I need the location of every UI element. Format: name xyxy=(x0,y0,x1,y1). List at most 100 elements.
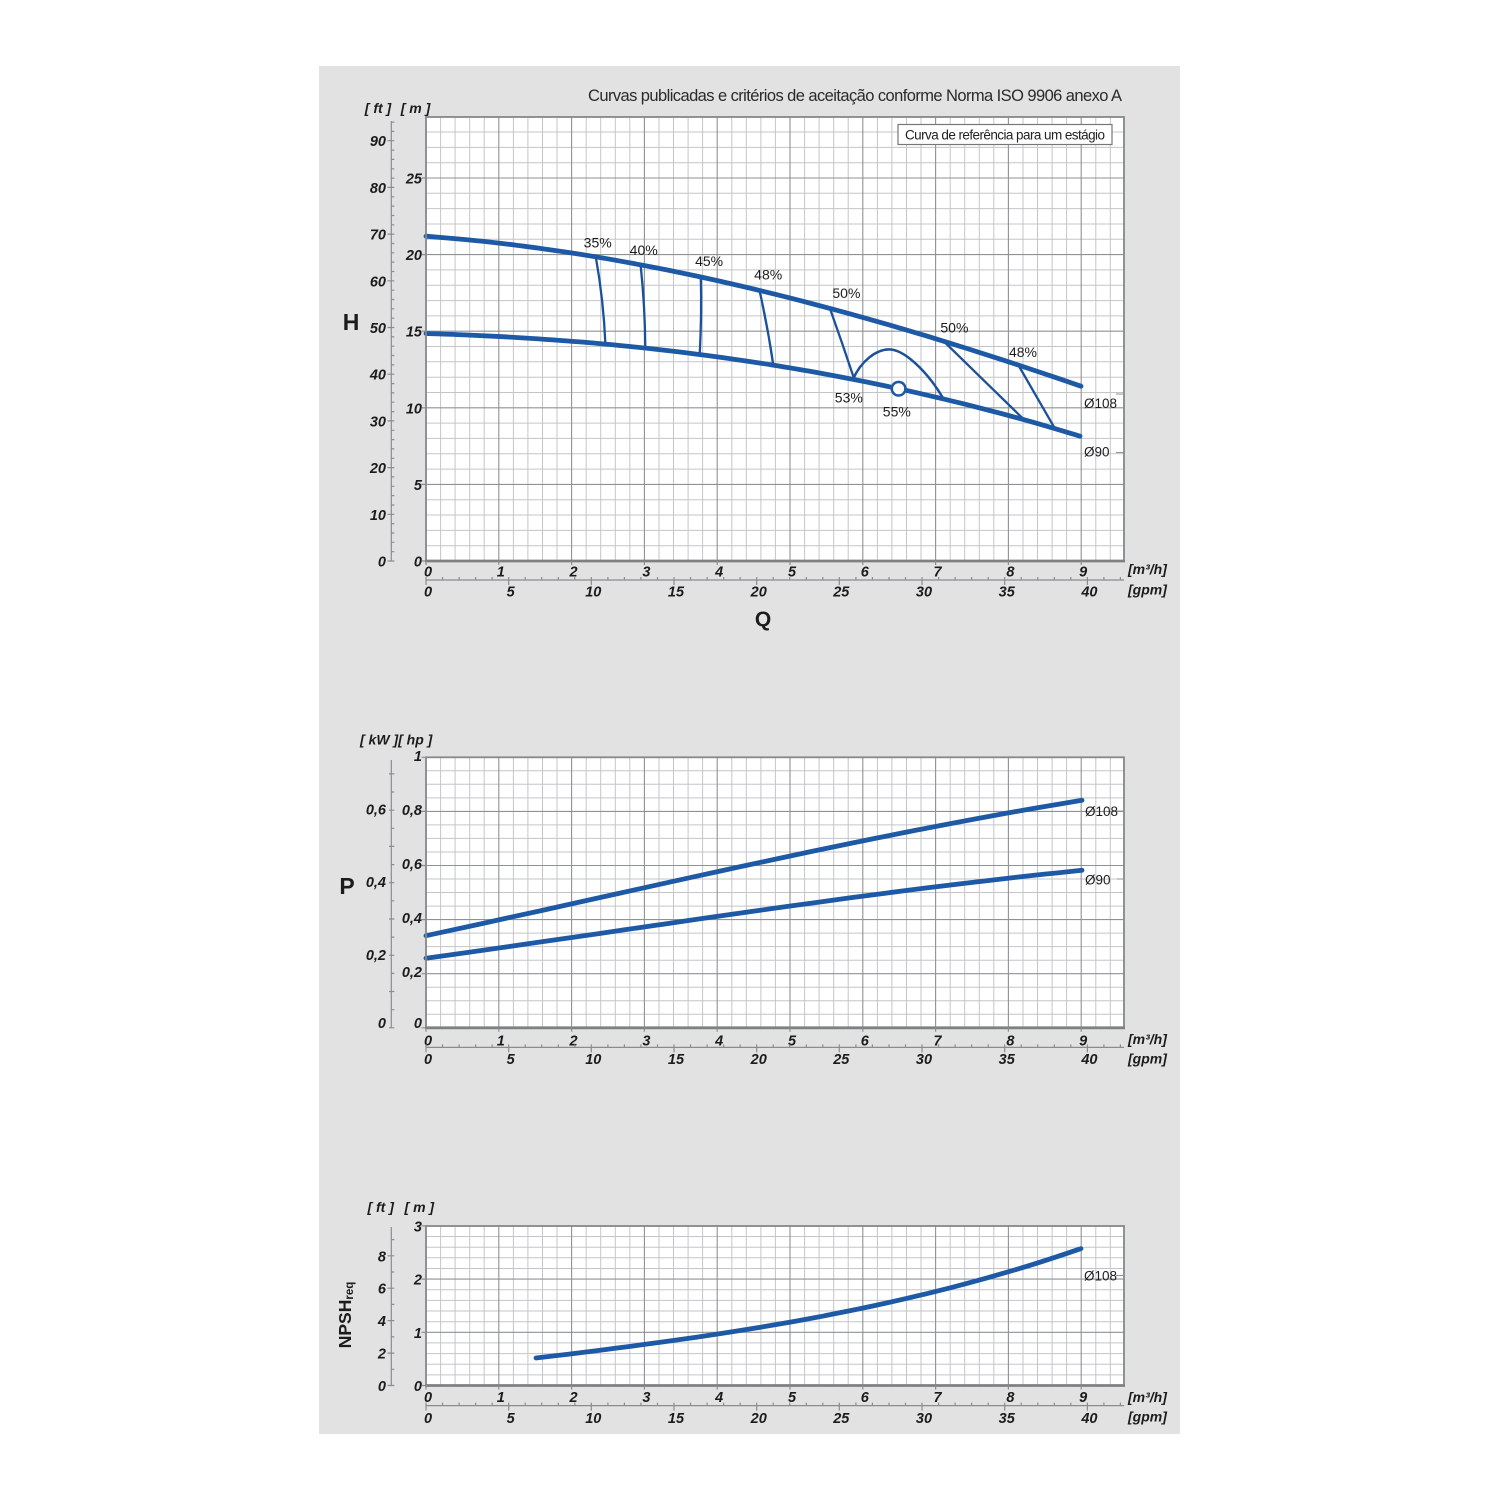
svg-text:0: 0 xyxy=(378,1379,386,1395)
svg-text:25: 25 xyxy=(832,585,850,601)
svg-text:[m³/h]: [m³/h] xyxy=(1127,1031,1168,1047)
svg-text:Ø90: Ø90 xyxy=(1085,873,1111,888)
svg-text:20: 20 xyxy=(750,1052,767,1068)
svg-text:90: 90 xyxy=(370,134,386,150)
svg-text:70: 70 xyxy=(370,228,386,244)
svg-text:2: 2 xyxy=(413,1273,422,1289)
svg-text:2: 2 xyxy=(569,565,578,581)
svg-text:[ m ]: [ m ] xyxy=(404,1199,436,1215)
svg-text:1: 1 xyxy=(497,565,505,581)
svg-text:5: 5 xyxy=(414,478,423,494)
svg-text:15: 15 xyxy=(668,1052,685,1068)
svg-text:20: 20 xyxy=(750,1411,767,1427)
svg-text:10: 10 xyxy=(370,508,386,524)
svg-text:30: 30 xyxy=(370,414,386,430)
svg-text:Ø90: Ø90 xyxy=(1084,445,1110,460)
svg-text:[m³/h]: [m³/h] xyxy=(1127,561,1168,577)
svg-text:53%: 53% xyxy=(835,389,863,405)
svg-text:3: 3 xyxy=(414,1219,422,1235)
svg-text:0,4: 0,4 xyxy=(366,875,386,891)
svg-text:Curvas publicadas e critérios: Curvas publicadas e critérios de aceitaç… xyxy=(588,87,1122,105)
svg-text:0: 0 xyxy=(424,1411,432,1427)
svg-text:5: 5 xyxy=(507,1411,516,1427)
svg-text:0,4: 0,4 xyxy=(402,911,422,927)
svg-text:[ ft ]: [ ft ] xyxy=(366,1199,395,1215)
svg-text:[gpm]: [gpm] xyxy=(1127,1051,1168,1067)
svg-text:0: 0 xyxy=(414,1379,422,1395)
svg-text:0,6: 0,6 xyxy=(366,803,387,819)
svg-text:2: 2 xyxy=(569,1390,578,1406)
svg-text:8: 8 xyxy=(378,1249,387,1265)
svg-text:7: 7 xyxy=(934,1034,943,1050)
svg-text:10: 10 xyxy=(406,401,422,417)
svg-text:1: 1 xyxy=(497,1390,505,1406)
svg-text:50: 50 xyxy=(370,321,386,337)
svg-text:0,6: 0,6 xyxy=(402,857,423,873)
svg-text:1: 1 xyxy=(414,1326,422,1342)
svg-text:40: 40 xyxy=(1080,1411,1097,1427)
svg-text:0: 0 xyxy=(424,1052,432,1068)
svg-text:25: 25 xyxy=(405,172,423,188)
svg-text:[gpm]: [gpm] xyxy=(1127,1409,1168,1425)
svg-text:Ø108: Ø108 xyxy=(1085,804,1118,819)
svg-text:2: 2 xyxy=(377,1347,386,1363)
svg-text:0,2: 0,2 xyxy=(366,948,386,964)
svg-text:6: 6 xyxy=(861,1390,870,1406)
svg-text:Ø108: Ø108 xyxy=(1084,1269,1117,1284)
svg-text:9: 9 xyxy=(1079,565,1087,581)
svg-text:80: 80 xyxy=(370,181,386,197)
svg-text:15: 15 xyxy=(668,1411,685,1427)
svg-text:30: 30 xyxy=(916,585,932,601)
svg-text:8: 8 xyxy=(1006,565,1015,581)
svg-text:3: 3 xyxy=(642,565,650,581)
svg-text:1: 1 xyxy=(414,749,422,765)
svg-text:[ ft ]: [ ft ] xyxy=(364,100,393,116)
svg-text:7: 7 xyxy=(934,1390,943,1406)
svg-text:45%: 45% xyxy=(695,253,723,269)
svg-text:15: 15 xyxy=(668,585,685,601)
svg-text:35: 35 xyxy=(999,1052,1016,1068)
svg-text:30: 30 xyxy=(916,1411,932,1427)
svg-text:15: 15 xyxy=(406,325,423,341)
svg-text:Ø108: Ø108 xyxy=(1084,396,1117,411)
svg-text:50%: 50% xyxy=(940,319,968,335)
svg-text:6: 6 xyxy=(861,1034,870,1050)
svg-text:0,2: 0,2 xyxy=(402,965,422,981)
svg-text:9: 9 xyxy=(1079,1390,1087,1406)
svg-text:25: 25 xyxy=(832,1411,850,1427)
svg-text:50%: 50% xyxy=(832,285,860,301)
svg-text:40: 40 xyxy=(1080,585,1097,601)
svg-text:0: 0 xyxy=(378,555,386,571)
svg-text:5: 5 xyxy=(788,1034,797,1050)
svg-text:5: 5 xyxy=(788,565,797,581)
svg-text:40%: 40% xyxy=(630,242,658,258)
svg-text:4: 4 xyxy=(377,1314,386,1330)
svg-text:Q: Q xyxy=(755,608,771,631)
svg-text:6: 6 xyxy=(861,565,870,581)
svg-text:10: 10 xyxy=(585,1052,601,1068)
svg-text:0: 0 xyxy=(378,1016,386,1032)
svg-text:35%: 35% xyxy=(584,235,612,251)
svg-text:48%: 48% xyxy=(754,267,782,283)
svg-text:8: 8 xyxy=(1006,1034,1015,1050)
svg-text:0: 0 xyxy=(414,1016,422,1032)
svg-text:5: 5 xyxy=(507,585,516,601)
svg-text:7: 7 xyxy=(934,565,943,581)
svg-text:20: 20 xyxy=(369,461,386,477)
svg-text:4: 4 xyxy=(714,1390,723,1406)
svg-text:60: 60 xyxy=(370,274,386,290)
svg-text:[gpm]: [gpm] xyxy=(1127,582,1168,598)
svg-text:5: 5 xyxy=(788,1390,797,1406)
svg-text:1: 1 xyxy=(497,1034,505,1050)
svg-text:0: 0 xyxy=(424,1390,432,1406)
svg-text:35: 35 xyxy=(999,1411,1016,1427)
svg-text:2: 2 xyxy=(569,1034,578,1050)
svg-text:0: 0 xyxy=(424,1034,432,1050)
svg-text:Curva de referência para um es: Curva de referência para um estágio xyxy=(905,128,1105,143)
svg-text:10: 10 xyxy=(585,585,601,601)
svg-text:25: 25 xyxy=(832,1052,850,1068)
svg-text:3: 3 xyxy=(642,1390,650,1406)
svg-text:20: 20 xyxy=(405,248,422,264)
svg-text:0: 0 xyxy=(424,585,432,601)
svg-text:9: 9 xyxy=(1079,1034,1087,1050)
